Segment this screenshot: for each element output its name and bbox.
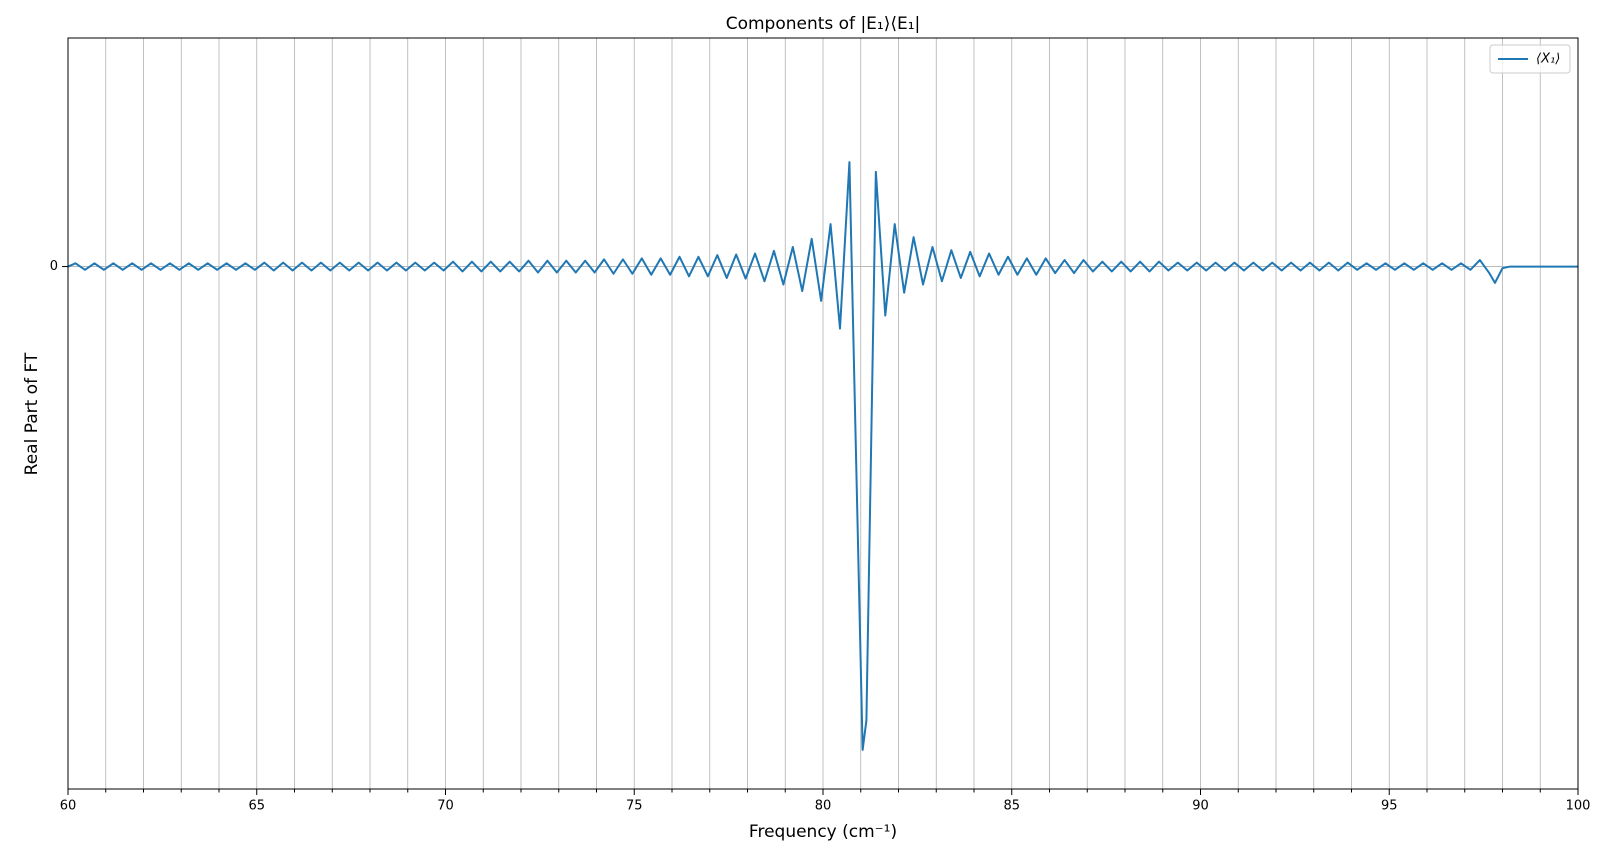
legend: ⟨X₁⟩ (1489, 44, 1571, 74)
x-tick-label: 80 (815, 799, 832, 814)
plot-frame (67, 37, 1579, 790)
y-axis-label: Real Part of FT (22, 352, 42, 475)
chart-title: Components of |E₁⟩⟨E₁| (726, 14, 921, 34)
x-tick-label: 85 (1003, 799, 1020, 814)
x-tick-label: 90 (1192, 799, 1209, 814)
legend-label: ⟨X₁⟩ (1536, 52, 1560, 67)
legend-box (1489, 44, 1571, 74)
x-tick-label: 70 (437, 799, 454, 814)
x-axis-label: Frequency (cm⁻¹) (749, 822, 897, 842)
y-tick-label: 0 (50, 259, 58, 274)
x-tick-label: 60 (60, 799, 77, 814)
series-line (67, 161, 1578, 751)
x-tick-label: 65 (248, 799, 265, 814)
x-tick-label: 95 (1381, 799, 1398, 814)
x-tick-label: 100 (1566, 799, 1591, 814)
x-tick-label: 75 (626, 799, 643, 814)
